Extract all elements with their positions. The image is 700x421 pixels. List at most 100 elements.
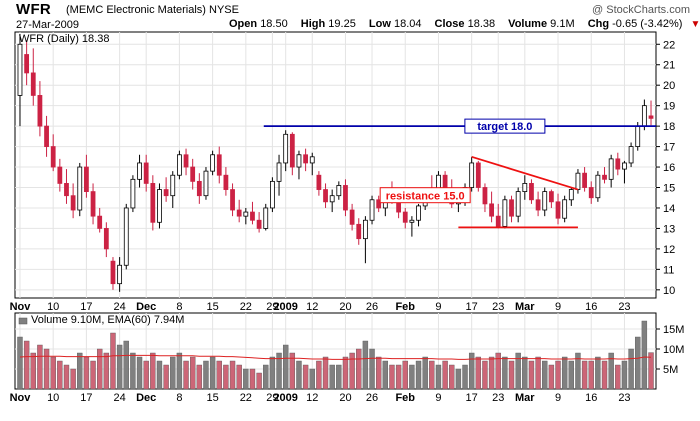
volume-bar: [362, 340, 369, 390]
candle-body: [615, 158, 621, 170]
candle-body: [628, 146, 634, 164]
candle: [489, 191, 494, 223]
candle: [289, 132, 295, 176]
vol-tick-label: 10M: [663, 344, 684, 356]
target-label: target 18.0: [477, 121, 532, 133]
candle-body: [336, 185, 342, 197]
candle: [163, 177, 169, 202]
volume-bar: [30, 352, 36, 390]
candle-body: [635, 125, 641, 147]
candle: [270, 177, 275, 213]
candle-body: [502, 199, 508, 227]
candle-body: [369, 199, 375, 221]
price-legend: WFR (Daily) 18.38: [19, 33, 109, 45]
volume-bar: [648, 352, 654, 390]
volume-bar: [77, 352, 83, 390]
candle: [84, 154, 89, 198]
volume-bar: [17, 336, 23, 390]
candle: [568, 187, 574, 206]
volume-bar: [196, 364, 203, 390]
candle-body: [595, 174, 601, 199]
volume-bar: [415, 360, 422, 390]
candle: [283, 130, 289, 172]
volume-bar: [189, 356, 196, 390]
candle: [123, 203, 129, 270]
candle: [409, 216, 415, 237]
candle-body: [216, 154, 222, 176]
candle: [369, 195, 375, 225]
volume-bar: [209, 356, 216, 390]
volume-bar: [282, 344, 289, 390]
candle: [236, 199, 242, 223]
volume-bar: [561, 356, 568, 390]
x-tick-label-volume: Nov: [10, 392, 32, 404]
candle-body: [489, 203, 494, 217]
volume-bar: [455, 368, 462, 390]
candle-body: [296, 154, 302, 168]
y-tick-label: 16: [663, 162, 675, 174]
y-tick-label: 14: [663, 203, 675, 215]
candle: [622, 160, 627, 184]
candle: [196, 173, 202, 204]
candle: [376, 195, 382, 213]
volume-bar: [508, 360, 515, 390]
candle: [469, 156, 475, 192]
candle: [615, 152, 621, 176]
x-tick-label-volume: 24: [113, 392, 125, 404]
volume-bar: [90, 360, 96, 390]
volume-bar: [542, 360, 548, 390]
candle: [349, 203, 355, 231]
candle-body: [376, 199, 382, 209]
x-tick-label-volume: Mar: [515, 392, 535, 404]
candle-body: [50, 146, 56, 168]
volume-bar: [641, 320, 648, 390]
x-tick-label-volume: 17: [466, 392, 478, 404]
candle-body: [190, 166, 196, 182]
candle-body: [482, 187, 488, 205]
candle: [522, 175, 528, 200]
x-tick-label-volume: 12: [306, 392, 318, 404]
candle: [37, 81, 43, 137]
candle: [203, 167, 209, 200]
volume-pane: [14, 312, 657, 390]
candle-body: [196, 180, 202, 197]
volume-bar: [429, 360, 435, 390]
volume-bar: [336, 364, 342, 390]
x-tick-label: 12: [306, 301, 318, 313]
x-tick-label: Dec: [136, 301, 156, 313]
candle-body: [475, 162, 481, 188]
volume-bar: [37, 344, 43, 390]
volume-bar: [402, 360, 408, 390]
candle: [502, 195, 508, 229]
candle: [256, 212, 262, 233]
volume-bar: [289, 352, 296, 390]
x-tick-label-volume: 17: [80, 392, 92, 404]
candle-body: [90, 191, 96, 217]
candle-body: [57, 166, 63, 184]
candle-body: [117, 264, 123, 285]
y-tick-label: 15: [663, 183, 675, 195]
x-tick-label: Mar: [515, 301, 535, 313]
x-tick-label: 10: [47, 301, 59, 313]
x-tick-label-volume: 10: [47, 392, 59, 404]
ema-line: [19, 354, 652, 360]
candle-body: [409, 219, 415, 223]
candle: [628, 142, 634, 168]
candle-body: [84, 166, 89, 193]
volume-bar: [309, 368, 315, 390]
candle-body: [542, 191, 548, 211]
volume-bar: [223, 364, 229, 390]
candle-body: [416, 205, 421, 221]
y-tick-label: 19: [663, 101, 675, 113]
volume-bar: [236, 364, 242, 390]
candle: [582, 167, 587, 192]
copyright-label[interactable]: @ StockCharts.com: [592, 4, 690, 16]
volume-bar: [462, 364, 468, 390]
candle-body: [97, 215, 103, 229]
candle: [555, 193, 561, 225]
candle-body: [30, 72, 36, 96]
volume-bar: [342, 356, 349, 390]
candle-body: [170, 174, 176, 197]
volume-bar: [276, 352, 282, 390]
candle-body: [157, 189, 162, 223]
